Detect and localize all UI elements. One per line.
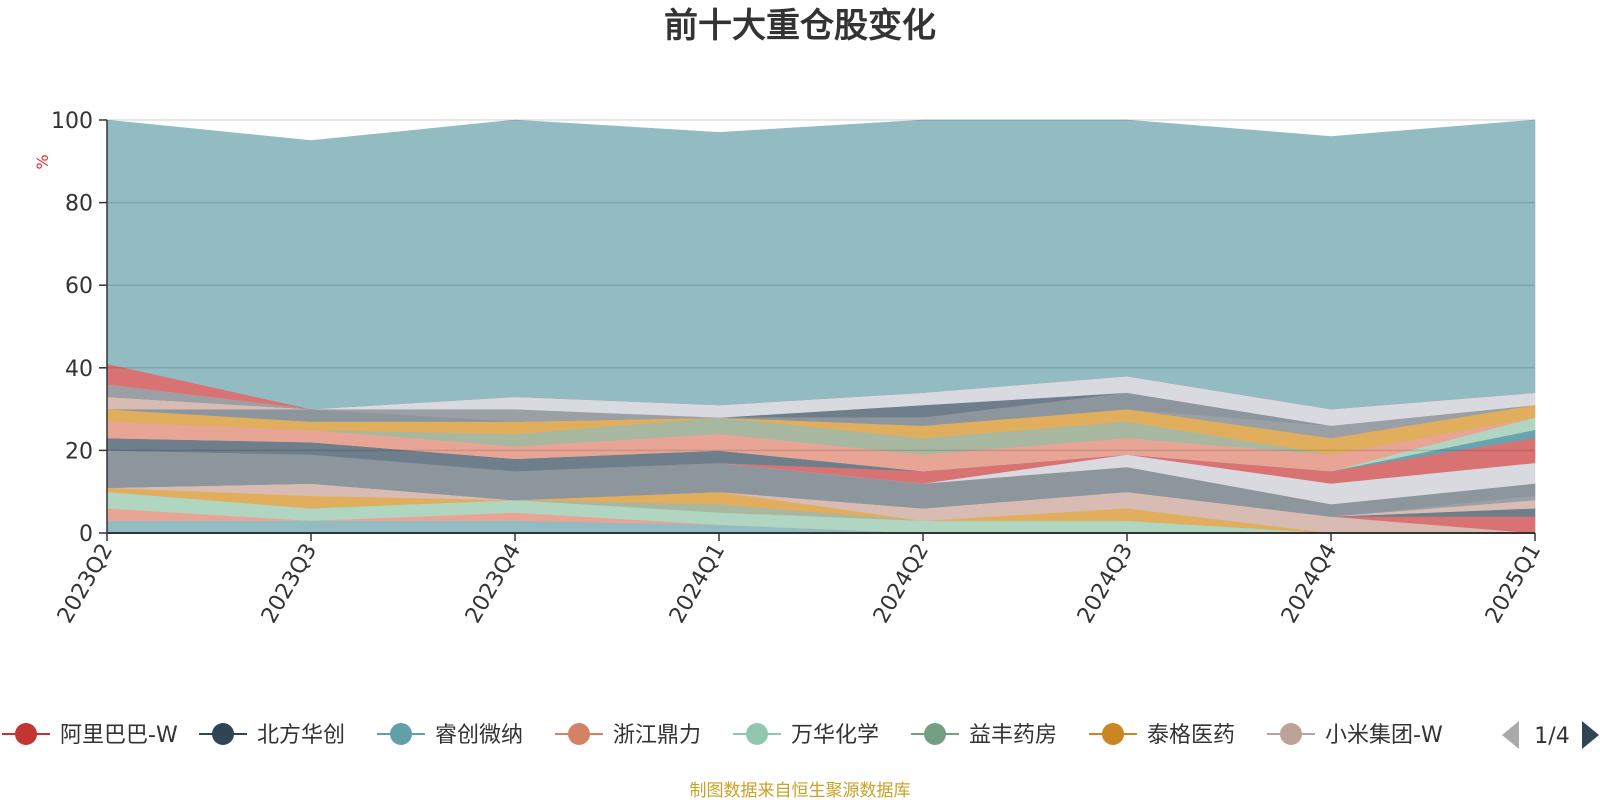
- legend-label-0: 阿里巴巴-W: [60, 723, 178, 748]
- x-tick-label-7: 2025Q1: [1481, 540, 1546, 628]
- legend-item-7[interactable]: 小米集团-W: [1267, 723, 1443, 748]
- legend-marker-0: [15, 723, 37, 745]
- x-tick-label-0: 2023Q2: [53, 540, 118, 628]
- x-tick-label-6: 2024Q4: [1277, 540, 1342, 628]
- chart-title: 前十大重仓股变化: [664, 6, 936, 46]
- legend-marker-3: [568, 723, 590, 745]
- legend-page-indicator: 1/4: [1534, 724, 1569, 749]
- legend-item-5[interactable]: 益丰药房: [911, 723, 1057, 748]
- legend-marker-2: [390, 723, 412, 745]
- legend-item-0[interactable]: 阿里巴巴-W: [2, 723, 178, 748]
- y-tick-label-1: 20: [65, 439, 93, 464]
- y-tick-label-2: 40: [65, 357, 93, 382]
- legend-marker-6: [1102, 723, 1124, 745]
- legend-label-1: 北方华创: [257, 723, 345, 748]
- legend-item-2[interactable]: 睿创微纳: [377, 723, 523, 748]
- data-source-note: 制图数据来自恒生聚源数据库: [690, 781, 911, 800]
- legend-label-2: 睿创微纳: [435, 723, 523, 748]
- legend-marker-1: [212, 723, 234, 745]
- legend-marker-4: [746, 723, 768, 745]
- y-tick-label-3: 60: [65, 274, 93, 299]
- legend-label-3: 浙江鼎力: [613, 723, 701, 748]
- legend-label-5: 益丰药房: [969, 723, 1057, 748]
- legend-item-4[interactable]: 万华化学: [733, 723, 879, 748]
- area-band-26: [106, 119, 1536, 410]
- y-axis-unit: %: [33, 154, 52, 169]
- legend-marker-7: [1280, 723, 1302, 745]
- legend-marker-5: [924, 723, 946, 745]
- legend-item-1[interactable]: 北方华创: [199, 723, 345, 748]
- x-tick-label-4: 2024Q2: [869, 540, 934, 628]
- legend-item-3[interactable]: 浙江鼎力: [555, 723, 701, 748]
- legend-label-4: 万华化学: [791, 723, 879, 748]
- legend-label-7: 小米集团-W: [1325, 723, 1443, 748]
- legend-item-6[interactable]: 泰格医药: [1089, 723, 1235, 748]
- legend-label-6: 泰格医药: [1147, 723, 1235, 748]
- legend-next-page-icon[interactable]: [1582, 721, 1599, 749]
- y-tick-label-5: 100: [51, 109, 93, 134]
- y-tick-label-4: 80: [65, 192, 93, 217]
- x-tick-label-1: 2023Q3: [257, 540, 322, 628]
- x-tick-label-5: 2024Q3: [1073, 540, 1138, 628]
- x-tick-label-2: 2023Q4: [461, 540, 526, 628]
- legend-prev-page-icon[interactable]: [1502, 721, 1519, 749]
- y-tick-label-0: 0: [79, 522, 93, 547]
- x-tick-label-3: 2024Q1: [665, 540, 730, 628]
